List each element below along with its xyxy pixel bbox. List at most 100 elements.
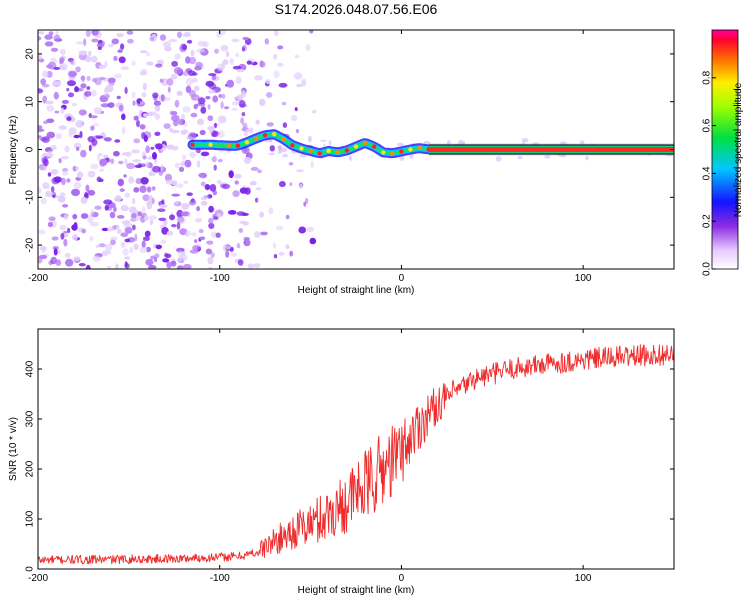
noise-speckle [145,161,150,168]
snr-x-ticks: -200 -100 0 100 [28,329,592,584]
noise-speckle [196,48,205,53]
noise-speckle [259,98,266,107]
y-tick-label: 200 [25,460,36,477]
noise-speckle [218,94,222,98]
noise-speckle [193,85,200,92]
noise-speckle [220,45,229,52]
noise-speckle [100,103,110,108]
noise-speckle [200,201,208,206]
noise-speckle [243,131,249,137]
noise-speckle [145,258,154,266]
noise-speckle [61,155,69,160]
noise-speckle [73,222,78,228]
noise-speckle [41,157,48,164]
noise-speckle [291,114,298,122]
noise-speckle [114,139,121,143]
noise-speckle [78,263,86,267]
noise-speckle [308,135,312,143]
noise-speckle [152,92,159,99]
noise-speckle [195,218,202,223]
x-tick-label: 100 [575,573,592,584]
noise-speckle [194,65,202,71]
noise-speckle [85,56,92,63]
noise-speckle [242,36,249,41]
noise-speckle [53,91,59,100]
noise-speckle [168,39,177,43]
noise-speckle [162,41,171,48]
noise-speckle [90,221,99,227]
noise-speckle [311,109,317,114]
y-tick-label: 0 [25,566,36,572]
noise-speckle [85,184,90,192]
noise-speckle [153,101,162,106]
noise-speckle [66,178,71,183]
noise-speckle [81,228,87,234]
noise-speckle [171,193,181,197]
noise-speckle [184,121,188,127]
noise-speckle [128,206,137,214]
noise-speckle [65,258,74,267]
noise-speckle [62,167,69,173]
noise-speckle [104,204,110,211]
noise-speckle [77,171,84,179]
noise-speckle [182,106,191,113]
noise-speckle [79,131,83,139]
noise-speckle [181,211,190,217]
noise-speckle [279,147,288,153]
colorbar-tick-label: 0.2 [702,214,713,228]
noise-speckle [276,62,284,67]
noise-speckle [46,131,56,139]
noise-speckle [108,44,114,48]
noise-speckle [171,224,177,228]
noise-speckle [73,142,82,149]
noise-speckle [177,256,182,263]
noise-speckle [132,159,141,163]
ridge-hotspot [362,140,368,145]
noise-speckle [73,256,81,262]
noise-speckle [38,186,42,194]
noise-speckle [152,165,161,173]
noise-speckle [62,204,69,208]
noise-speckle [198,229,204,234]
noise-speckle [53,80,62,86]
noise-speckle [178,166,185,172]
noise-speckle [282,122,288,128]
noise-speckle [281,101,287,106]
noise-speckle [48,216,56,222]
noise-speckle [80,196,88,204]
noise-speckle [126,38,134,44]
noise-speckle [189,89,196,98]
noise-speckle [208,205,214,213]
noise-speckle [154,104,161,112]
noise-speckle [196,160,201,168]
noise-speckle [158,217,167,221]
noise-speckle [47,150,53,154]
y-tick-label: 100 [25,510,36,527]
noise-speckle [53,66,61,70]
y-tick-label: -20 [25,237,36,252]
noise-speckle [249,180,257,186]
noise-speckle [121,220,131,225]
x-tick-label: 100 [575,273,592,284]
noise-speckle [40,197,47,205]
noise-speckle [80,75,86,81]
noise-speckle [146,186,152,193]
noise-speckle [255,187,262,191]
noise-speckle [142,236,150,241]
noise-speckle [226,79,234,88]
noise-speckle [58,62,68,71]
noise-speckle [89,236,94,242]
noise-speckle [92,123,100,127]
noise-speckle [242,122,248,129]
noise-speckle [63,213,69,220]
noise-speckle [225,245,231,250]
noise-speckle [101,227,109,232]
noise-speckle [66,87,70,92]
noise-speckle [38,128,45,132]
noise-speckle [76,41,84,45]
x-tick-label: 0 [399,573,405,584]
noise-speckle [231,38,240,43]
noise-speckle [544,154,551,159]
spectrogram-marks [38,30,674,269]
